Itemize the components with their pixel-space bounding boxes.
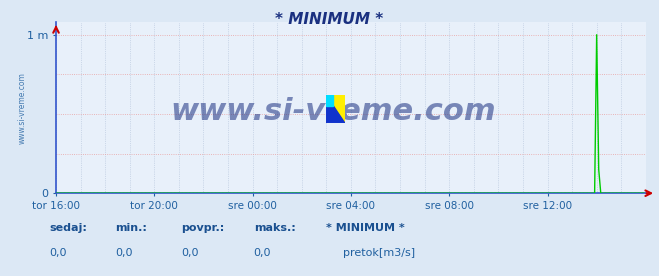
Text: www.si-vreme.com: www.si-vreme.com xyxy=(171,97,496,126)
Polygon shape xyxy=(326,95,345,123)
Text: 0,0: 0,0 xyxy=(49,248,67,258)
Text: pretok[m3/s]: pretok[m3/s] xyxy=(343,248,415,258)
Text: povpr.:: povpr.: xyxy=(181,223,225,233)
Text: 0,0: 0,0 xyxy=(254,248,272,258)
Text: min.:: min.: xyxy=(115,223,147,233)
Polygon shape xyxy=(326,95,345,123)
Text: 0,0: 0,0 xyxy=(181,248,199,258)
Text: 0,0: 0,0 xyxy=(115,248,133,258)
Text: sedaj:: sedaj: xyxy=(49,223,87,233)
Text: maks.:: maks.: xyxy=(254,223,295,233)
Text: * MINIMUM *: * MINIMUM * xyxy=(275,12,384,27)
Text: www.si-vreme.com: www.si-vreme.com xyxy=(17,72,26,144)
Text: * MINIMUM *: * MINIMUM * xyxy=(326,223,405,233)
Bar xyxy=(326,95,333,106)
